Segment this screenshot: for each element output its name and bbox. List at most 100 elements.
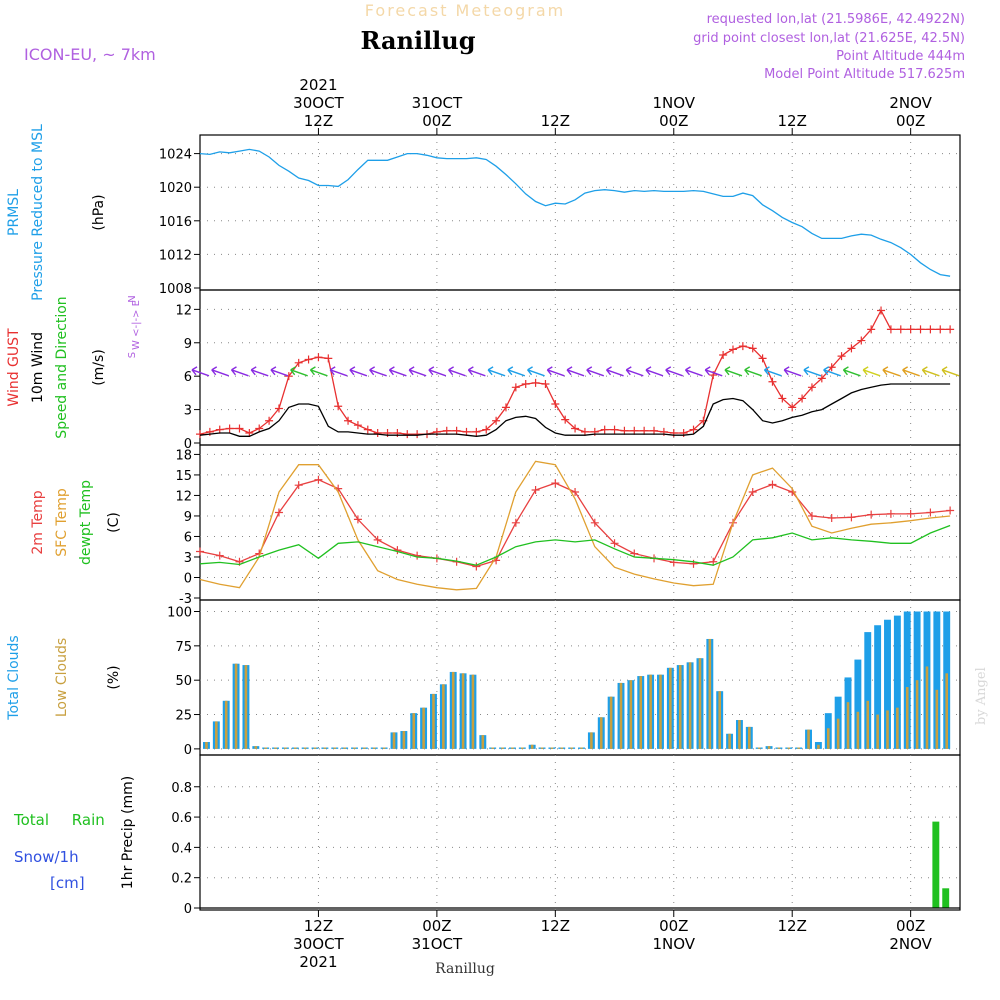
wind-arrow — [329, 366, 348, 377]
time-label-top: 12Z — [304, 112, 333, 130]
data-point-marker — [373, 428, 382, 437]
data-point-marker — [551, 479, 560, 488]
cloud-bar-low — [688, 662, 692, 749]
data-point-marker — [551, 400, 560, 409]
cloud-bar-low — [866, 700, 870, 749]
time-label-bottom: 12Z — [778, 917, 807, 935]
data-point-marker — [896, 325, 905, 334]
axis-label-temperature: dewpt Temp — [78, 480, 94, 565]
wind-arrow — [684, 366, 703, 377]
axis-label-temperature: SFC Temp — [54, 488, 70, 557]
cloud-bar-low — [797, 747, 800, 749]
data-point-marker — [571, 424, 580, 433]
data-point-marker — [857, 336, 866, 345]
panel-frame-temperature — [199, 444, 961, 601]
data-point-marker — [235, 424, 244, 433]
data-point-marker — [748, 488, 757, 497]
cloud-bar-low — [372, 747, 376, 749]
panel-temperature: -3 0 3 6 9 12 15 18 2m Temp SFC Temp dewpt Temp (C) — [30, 444, 961, 607]
cloud-bar-low — [708, 638, 712, 749]
data-point-marker — [650, 426, 659, 435]
axis-label-clouds: (%) — [106, 665, 122, 689]
data-point-marker — [738, 342, 747, 351]
axis-label-wind: 10m Wind — [30, 332, 46, 403]
time-label-bottom: 00Z — [659, 917, 688, 935]
wind-arrow — [546, 366, 565, 377]
y-tick-label: 0 — [184, 571, 192, 586]
time-label-top: 00Z — [896, 112, 925, 130]
y-tick-label: 75 — [175, 640, 192, 655]
wind-arrow — [724, 366, 743, 377]
cloud-bar-low — [609, 696, 613, 749]
wind-arrow — [921, 366, 940, 377]
data-point-marker — [867, 510, 876, 519]
data-point-marker — [304, 355, 313, 364]
data-point-marker — [580, 427, 589, 436]
wind-arrow — [467, 366, 486, 377]
wind-arrow — [230, 366, 249, 377]
data-point-marker — [501, 403, 510, 412]
data-point-marker — [689, 425, 698, 434]
axis-label-wind: (m/s) — [91, 349, 107, 386]
data-point-marker — [571, 488, 580, 497]
cloud-bar-low — [817, 744, 820, 749]
data-point-marker — [324, 354, 333, 363]
y-tick-label: 0.2 — [171, 872, 192, 887]
data-point-marker — [817, 374, 826, 383]
time-label-bottom: 31OCT — [412, 935, 463, 953]
cloud-bar-low — [876, 714, 879, 749]
wind-arrow — [862, 366, 881, 377]
cloud-bar-low — [787, 747, 791, 749]
data-point-marker — [196, 430, 204, 439]
wind-arrow — [941, 366, 960, 377]
model-altitude: Model Point Altitude 517.625m — [764, 67, 965, 82]
time-label-top: 00Z — [422, 112, 451, 130]
panel-clouds: 0 25 50 75 100 Total Clouds Low Clouds (%) — [6, 599, 961, 758]
data-point-marker — [393, 546, 402, 555]
data-point-marker — [916, 325, 925, 334]
data-point-marker — [373, 535, 382, 544]
cloud-bar-low — [343, 747, 346, 749]
data-point-marker — [946, 325, 955, 334]
cloud-bar-low — [205, 742, 208, 749]
cloud-bar-low — [629, 680, 633, 749]
location-title: Ranillug — [360, 26, 475, 55]
cloud-bar-low — [748, 726, 751, 749]
axis-label-wind: Speed and Direction — [54, 296, 70, 438]
y-tick-label: 1012 — [159, 248, 192, 263]
cloud-bar-low — [294, 747, 297, 749]
axis-label-temperature: (C) — [106, 512, 122, 533]
series-line-temperature-1 — [199, 460, 951, 591]
cloud-bar-low — [530, 744, 534, 749]
panel-frame-precip — [199, 754, 961, 911]
cloud-bar-low — [777, 747, 781, 749]
panel-pressure: 1008 1012 1016 1020 1024 PRMSL Pressure Reduce… — [6, 124, 961, 301]
precip-bar — [932, 821, 940, 908]
wind-arrow — [290, 366, 308, 377]
wind-arrow — [349, 366, 368, 377]
y-tick-label: 0.6 — [171, 811, 192, 826]
time-label-top: 2021 — [299, 76, 337, 94]
time-label-top: 31OCT — [412, 94, 463, 112]
data-point-marker — [531, 378, 540, 387]
wind-arrow — [250, 366, 269, 377]
data-point-marker — [906, 509, 915, 518]
time-label-top: 1NOV — [652, 94, 695, 112]
data-point-marker — [255, 424, 264, 433]
y-tick-label: 18 — [175, 448, 192, 463]
wind-arrow — [902, 366, 920, 377]
cloud-bar-low — [639, 676, 643, 749]
cloud-bar-low — [846, 702, 850, 749]
wind-arrow — [823, 366, 841, 377]
y-tick-label: 3 — [184, 404, 192, 419]
cloud-bar-low — [274, 747, 277, 749]
y-tick-label: 50 — [175, 674, 192, 689]
data-point-marker — [511, 383, 520, 392]
wind-arrow — [783, 366, 802, 377]
point-altitude: Point Altitude 444m — [836, 49, 965, 64]
y-tick-label: 12 — [175, 303, 192, 318]
data-point-marker — [709, 557, 718, 566]
data-point-marker — [877, 306, 886, 315]
cloud-bar-total — [884, 619, 891, 749]
cloud-bar-low — [826, 728, 830, 749]
